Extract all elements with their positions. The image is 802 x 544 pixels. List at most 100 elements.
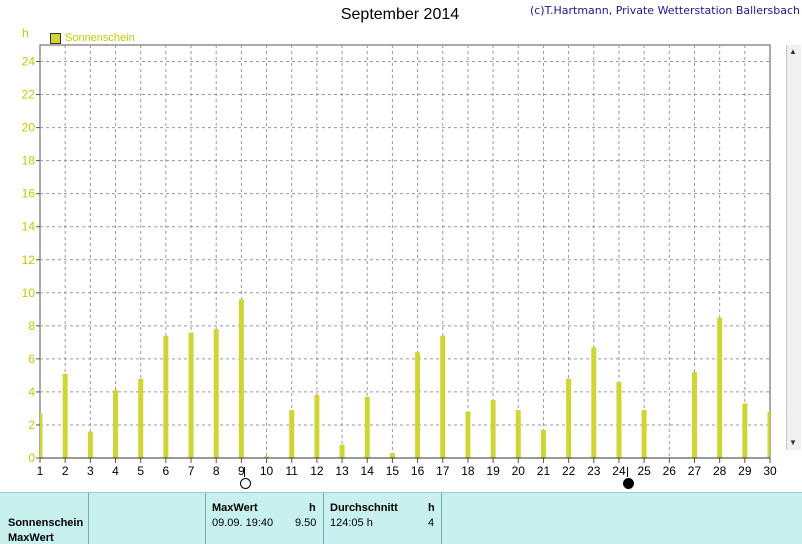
max-unit: h (309, 502, 316, 514)
y-tick-label: 24 (22, 55, 36, 69)
x-tick-label: 14 (361, 464, 375, 478)
y-tick-label: 8 (28, 319, 35, 333)
bar (591, 347, 597, 458)
y-tick-label: 14 (22, 220, 36, 234)
bar (540, 429, 546, 458)
bar (113, 390, 119, 458)
x-tick-label: 1 (37, 464, 44, 478)
x-tick-label: 10 (260, 464, 274, 478)
bar (566, 378, 572, 458)
vertical-scrollbar[interactable] (786, 45, 801, 450)
full-moon-tick (627, 467, 628, 477)
x-tick-label: 23 (587, 464, 601, 478)
y-tick-label: 0 (28, 451, 35, 465)
scroll-up-arrow-icon[interactable]: ▲ (789, 47, 797, 56)
bar (389, 453, 395, 458)
bar (440, 335, 446, 458)
bar (767, 411, 770, 458)
bar (691, 372, 697, 458)
new-moon-tick (244, 467, 245, 477)
x-tick-label: 22 (562, 464, 576, 478)
bar (616, 382, 622, 458)
y-tick-label: 6 (28, 352, 35, 366)
x-tick-label: 20 (512, 464, 526, 478)
y-tick-label: 16 (22, 187, 36, 201)
x-tick-label: 18 (461, 464, 475, 478)
bar (213, 329, 219, 458)
bar (87, 431, 93, 458)
bar (138, 378, 144, 458)
legend-label: Sonnenschein (65, 32, 135, 44)
x-tick-label: 9 (238, 464, 245, 478)
max-time: 09.09. 19:40 (212, 517, 274, 529)
y-tick-label: 22 (22, 88, 36, 102)
bar (314, 395, 320, 458)
x-tick-label: 29 (738, 464, 752, 478)
full-moon-icon (623, 478, 634, 489)
x-tick-label: 7 (188, 464, 195, 478)
x-tick-label: 16 (411, 464, 425, 478)
stats-row-maxwert-label: MaxWert (8, 532, 54, 544)
legend-swatch (50, 32, 61, 44)
y-tick-label: 10 (22, 286, 36, 300)
x-tick-label: 21 (537, 464, 551, 478)
avg-count: 4 (428, 517, 435, 529)
bar (515, 410, 521, 458)
avg-unit: h (428, 502, 435, 514)
y-tick-label: 12 (22, 253, 36, 267)
x-tick-label: 5 (137, 464, 144, 478)
bar (264, 456, 270, 458)
bar (40, 413, 43, 458)
x-tick-label: 3 (87, 464, 94, 478)
bar (742, 403, 748, 458)
bar (415, 352, 421, 458)
x-tick-label: 28 (713, 464, 727, 478)
y-tick-label: 2 (28, 418, 35, 432)
x-tick-label: 2 (62, 464, 69, 478)
bar (717, 317, 723, 458)
x-tick-label: 17 (436, 464, 450, 478)
x-tick-label: 11 (285, 464, 298, 478)
y-tick-label: 18 (22, 154, 36, 168)
y-axis-unit: h (22, 26, 29, 40)
x-tick-label: 15 (386, 464, 400, 478)
x-tick-label: 25 (637, 464, 651, 478)
x-tick-label: 4 (112, 464, 119, 478)
x-tick-label: 13 (335, 464, 349, 478)
copyright-text: (c)T.Hartmann, Private Wetterstation Bal… (529, 4, 800, 17)
stats-row-sunshine-label: Sonnenschein (8, 517, 84, 529)
bar (490, 400, 496, 458)
stats-divider (205, 493, 206, 544)
y-tick-label: 20 (22, 121, 36, 135)
bar (238, 299, 244, 458)
bar (641, 410, 647, 458)
avg-value: 124:05 h (330, 517, 373, 529)
legend: Sonnenschein (50, 31, 135, 45)
new-moon-icon (240, 478, 251, 489)
x-tick-label: 19 (486, 464, 500, 478)
x-tick-label: 27 (688, 464, 702, 478)
stats-divider (441, 493, 442, 544)
x-tick-label: 26 (663, 464, 677, 478)
bar (289, 410, 295, 458)
bar (465, 411, 471, 458)
statistics-panel: Sonnenschein MaxWert MaxWert h 09.09. 19… (0, 492, 802, 544)
bar (339, 444, 345, 458)
x-tick-label: 6 (163, 464, 170, 478)
x-tick-label: 8 (213, 464, 220, 478)
chart-title: September 2014 (340, 6, 460, 23)
avg-header: Durchschnitt (330, 502, 398, 514)
bar (62, 373, 68, 458)
x-tick-label: 24 (612, 464, 626, 478)
plot-area (39, 44, 771, 459)
stats-divider (88, 493, 89, 544)
max-header: MaxWert (212, 502, 258, 514)
stats-divider (323, 493, 324, 544)
scroll-down-arrow-icon[interactable]: ▼ (789, 438, 797, 447)
x-tick-label: 30 (763, 464, 777, 478)
y-tick-label: 4 (28, 385, 35, 399)
bar (364, 396, 370, 458)
x-tick-label: 12 (310, 464, 324, 478)
bar (188, 332, 194, 458)
